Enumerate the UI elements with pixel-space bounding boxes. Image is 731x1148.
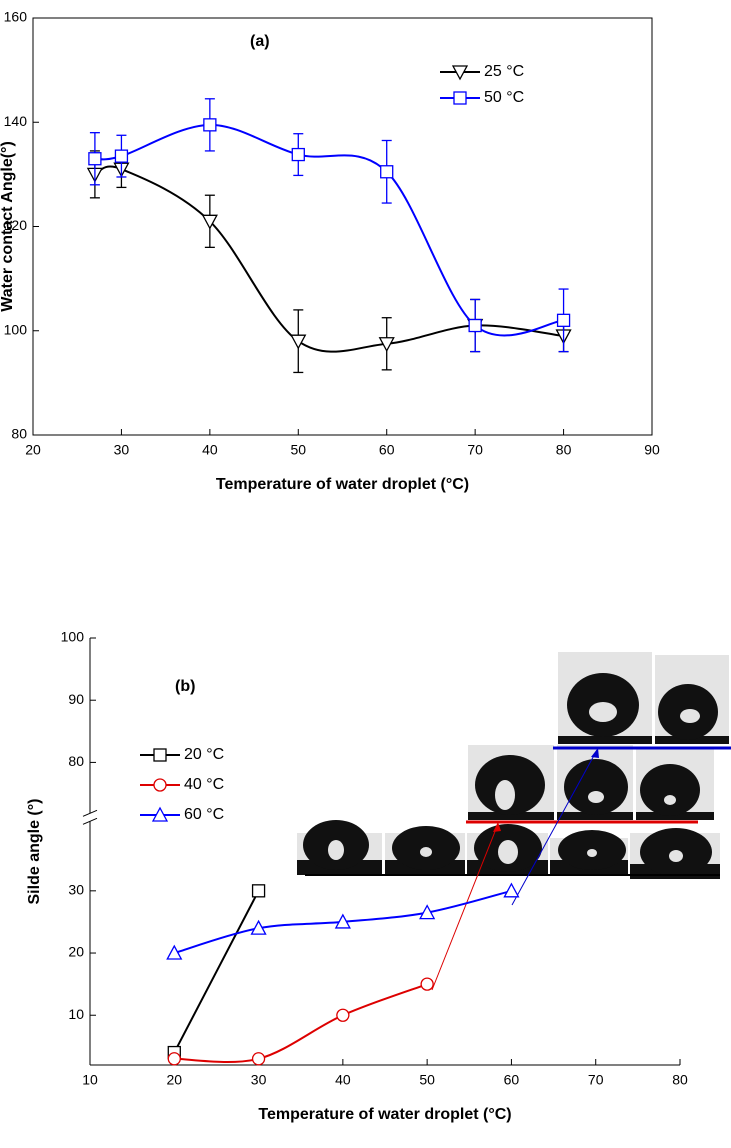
marker (419, 904, 436, 920)
legend-marker (151, 806, 169, 822)
marker (378, 337, 395, 353)
y-tick-label: 140 (4, 113, 28, 129)
legend-marker (453, 91, 467, 105)
x-tick-label: 30 (114, 442, 130, 458)
legend-marker (153, 748, 167, 762)
legend-marker (153, 778, 167, 792)
x-tick-label: 30 (251, 1072, 267, 1088)
x-tick-label: 60 (504, 1072, 520, 1088)
x-axis-title: Temperature of water droplet (°C) (216, 476, 469, 493)
x-tick-label: 70 (467, 442, 483, 458)
x-tick-label: 20 (166, 1072, 182, 1088)
x-tick-label: 80 (672, 1072, 688, 1088)
marker (420, 977, 434, 991)
x-tick-label: 40 (335, 1072, 351, 1088)
droplet-photos (297, 652, 731, 991)
legend-label: 60 °C (184, 806, 224, 823)
x-tick-label: 50 (290, 442, 306, 458)
marker (88, 152, 102, 166)
marker (334, 913, 351, 929)
x-tick-label: 70 (588, 1072, 604, 1088)
x-tick-label: 50 (419, 1072, 435, 1088)
series-line (174, 983, 428, 1063)
marker (251, 1052, 266, 1066)
x-tick-label: 40 (202, 442, 218, 458)
legend-label: 50 °C (484, 89, 524, 106)
marker (556, 313, 571, 327)
y-axis-title: Water contact Angle(°) (0, 141, 16, 312)
marker (114, 149, 129, 163)
y-tick-label: 100 (61, 629, 85, 645)
marker (250, 919, 267, 935)
x-tick-label: 90 (644, 442, 660, 458)
y-tick-label: 120 (4, 217, 28, 233)
x-tick-label: 80 (556, 442, 572, 458)
y-tick-label: 30 (68, 882, 84, 898)
marker (201, 214, 218, 230)
marker (290, 334, 307, 350)
marker (468, 318, 482, 333)
marker (166, 944, 183, 960)
marker (167, 1052, 181, 1066)
x-tick-label: 20 (25, 442, 41, 458)
x-tick-label: 60 (379, 442, 395, 458)
marker (380, 165, 394, 179)
marker (203, 118, 217, 132)
x-axis-title: Temperature of water droplet (°C) (258, 1106, 511, 1123)
series-line (173, 890, 260, 1054)
legend-label: 25 °C (484, 63, 524, 80)
marker (503, 882, 520, 898)
annotation: (b) (175, 678, 195, 695)
marker (291, 147, 305, 162)
annotation: (a) (250, 33, 270, 50)
series-line (94, 123, 564, 337)
y-tick-label: 80 (11, 426, 27, 442)
y-tick-label: 10 (68, 1006, 84, 1022)
y-tick-label: 100 (4, 321, 28, 337)
x-tick-label: 10 (82, 1072, 98, 1088)
legend-label: 40 °C (184, 776, 224, 793)
axis-break-gap (82, 811, 98, 824)
y-tick-label: 90 (68, 691, 84, 707)
y-tick-label: 80 (68, 753, 84, 769)
y-tick-label: 160 (4, 9, 28, 25)
marker (251, 884, 266, 898)
legend-marker (451, 65, 469, 81)
y-axis-title: Silde angle (°) (26, 799, 43, 905)
legend-label: 20 °C (184, 746, 224, 763)
series-line (94, 165, 564, 353)
y-tick-label: 20 (68, 944, 84, 960)
marker (336, 1008, 350, 1022)
plot-frame (32, 17, 653, 436)
